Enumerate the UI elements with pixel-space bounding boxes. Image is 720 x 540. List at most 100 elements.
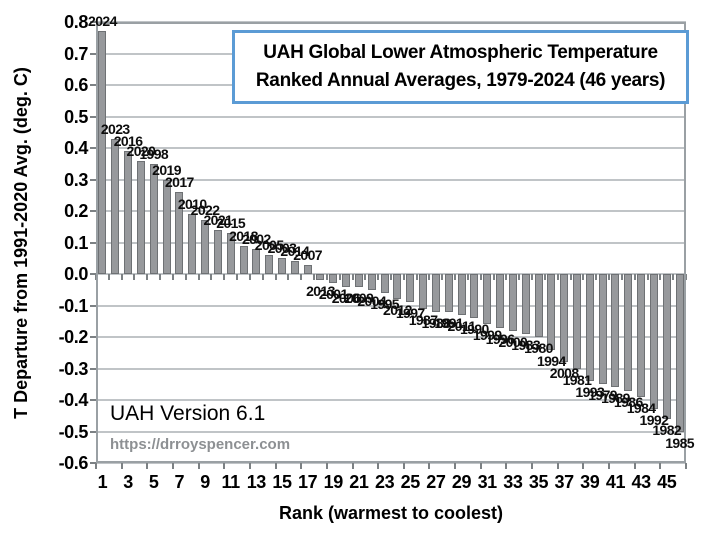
x-tick-label: 17 [298,472,318,492]
x-axis-tick [120,274,123,280]
x-axis-tick [454,274,457,280]
y-axis-tick [90,304,96,307]
bar-2018 [239,245,248,274]
bar-1996 [496,274,505,328]
bar-2019 [162,179,171,274]
y-tick-label: -0.2 [58,327,89,347]
bar-1997 [406,274,415,303]
bar-label-1979: 1979 [588,387,617,404]
y-axis-tick [90,462,96,464]
x-axis-tick [672,274,675,280]
x-tick-label: 45 [657,472,677,492]
y-axis-tick [90,115,96,118]
bar-label-1997: 1997 [395,305,425,322]
bar-1999 [483,274,492,325]
bar-label-2003: 2003 [267,240,297,257]
y-axis-tick [90,147,96,149]
gridline [96,178,686,181]
x-tick-label: 15 [272,472,292,492]
bar-2010 [188,214,197,274]
bar-label-2016: 2016 [113,133,143,150]
x-axis-tick [620,274,623,280]
x-axis-tick [210,274,213,280]
bar-1983 [521,274,530,334]
x-tick-label: 5 [148,472,159,492]
x-axis-tick-bottom [146,463,149,469]
y-axis-tick [90,21,96,23]
bar-label-2019: 2019 [152,161,181,178]
x-tick-label: 39 [580,472,600,492]
y-tick-label: 0.5 [64,106,88,127]
x-axis-tick-bottom [223,463,226,469]
y-axis-title: T Departure from 1991-2020 Avg. (deg. C) [11,67,31,419]
bar-label-1981: 1981 [562,371,592,388]
bar-2006 [342,274,351,287]
x-axis-tick [466,274,469,280]
bar-1986 [624,274,633,391]
x-axis-tick-bottom [325,463,328,469]
bar-label-2009: 2009 [344,289,374,306]
bar-2002 [252,248,261,274]
x-axis-tick [518,274,521,280]
x-axis-tick [505,274,508,280]
chart-title-line-2: Ranked Annual Averages, 1979-2024 (46 ye… [255,70,666,91]
x-axis-tick [659,274,662,280]
bar-2015 [226,233,235,274]
x-axis-tick [159,274,162,280]
bar-label-2008: 2008 [549,365,579,382]
bar-2017 [175,192,184,274]
y-axis-tick [90,178,96,181]
bar-label-1993: 1993 [575,384,605,401]
x-tick-label: 29 [451,472,472,492]
x-axis-tick-bottom [479,463,482,469]
bar-1980 [534,274,543,337]
bar-label-1987: 1987 [408,311,438,328]
bar-1991 [444,274,453,312]
x-axis-tick [492,274,495,280]
x-axis-tick [441,274,444,280]
x-tick-label: 37 [554,472,575,492]
bar-1987 [419,274,428,309]
x-axis-tick-bottom [95,463,97,469]
x-axis-tick [364,274,367,280]
bar-label-1990: 1990 [459,321,489,338]
bar-label-1988: 1988 [421,314,451,331]
gridline [96,21,686,23]
x-axis-tick [608,274,611,280]
x-axis-tick [300,274,303,280]
bar-label-2011: 2011 [447,317,477,334]
x-axis-tick [633,274,636,280]
bar-2016 [124,151,133,274]
bar-label-2014: 2014 [280,243,310,260]
bar-label-2020: 2020 [126,142,156,159]
bar-label-2001: 2001 [318,286,348,303]
bar-label-1983: 1983 [511,336,541,353]
bar-label-1982: 1982 [652,421,682,438]
bar-label-2017: 2017 [164,174,194,191]
y-tick-label: 0.8 [64,12,88,32]
bar-label-1989: 1989 [601,390,630,407]
x-tick-label: 27 [426,472,446,492]
bar-label-2006: 2006 [331,289,361,306]
bar-1982 [662,274,671,419]
bar-label-2015: 2015 [216,215,246,232]
x-tick-label: 43 [631,472,651,492]
bar-2013 [316,274,325,281]
bar-label-1992: 1992 [639,412,669,429]
x-axis-tick [287,274,290,280]
y-axis-tick [90,84,96,86]
gridline [96,399,686,401]
bar-1984 [637,274,646,397]
gridline [96,367,686,370]
x-axis-tick-bottom [171,463,174,469]
bar-label-2021: 2021 [203,211,233,228]
chart-title-box: UAH Global Lower Atmospheric Temperature… [232,30,689,104]
url-annotation: https://drroyspencer.com [110,436,291,453]
bar-1993 [585,274,594,382]
bar-label-1984: 1984 [626,399,656,416]
x-axis-tick [325,274,328,280]
x-axis-tick [171,274,174,280]
x-axis-tick-bottom [582,463,585,469]
x-tick-label: 41 [605,472,626,492]
bar-label-1994: 1994 [536,352,566,369]
